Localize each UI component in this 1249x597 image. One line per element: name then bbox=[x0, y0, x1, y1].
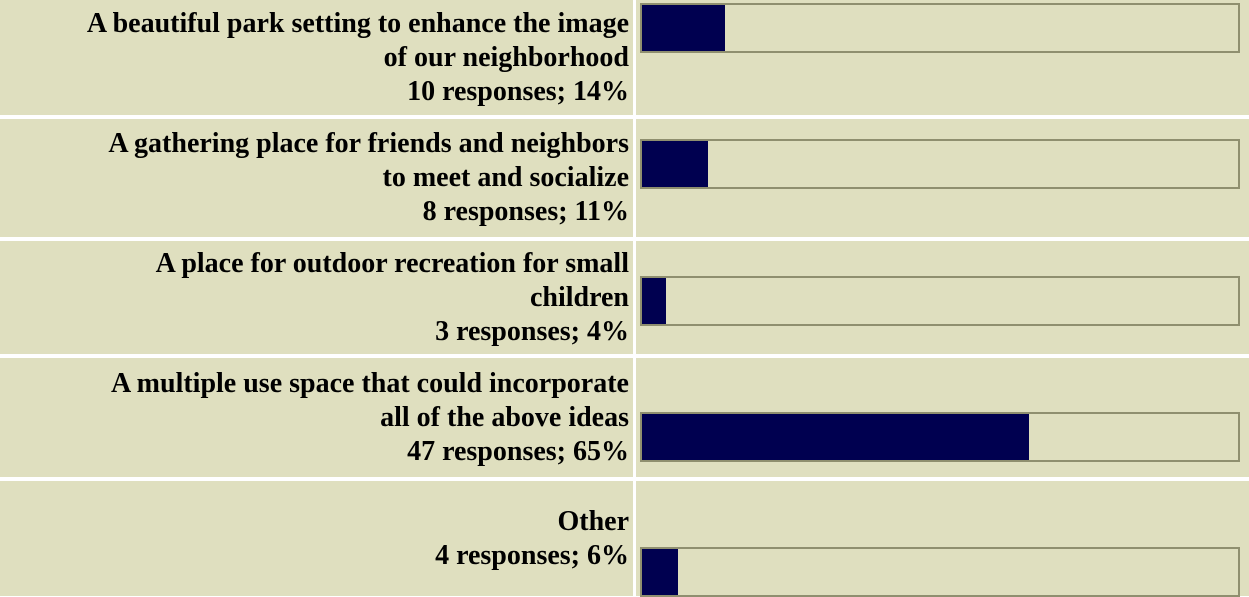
option-label-line: to meet and socialize bbox=[382, 162, 630, 193]
bar-cell bbox=[636, 241, 1249, 354]
response-stat: 8 responses; 11% bbox=[422, 196, 629, 227]
response-stat: 10 responses; 14% bbox=[407, 75, 629, 107]
option-label-cell: A multiple use space that could incorpor… bbox=[0, 358, 633, 477]
poll-row: A multiple use space that could incorpor… bbox=[0, 358, 1249, 477]
bar-track bbox=[640, 139, 1240, 189]
option-label-cell: A beautiful park setting to enhance the … bbox=[0, 0, 633, 115]
bar-cell bbox=[636, 119, 1249, 237]
bar-track bbox=[640, 412, 1240, 462]
poll-row: Other 4 responses; 6% bbox=[0, 481, 1249, 597]
bar-track bbox=[640, 3, 1240, 53]
option-label-line: A beautiful park setting to enhance the … bbox=[86, 7, 629, 39]
poll-row: A place for outdoor recreation for small… bbox=[0, 241, 1249, 354]
poll-row: A beautiful park setting to enhance the … bbox=[0, 0, 1249, 115]
bar-cell bbox=[636, 0, 1249, 115]
bar-cell bbox=[636, 358, 1249, 477]
option-label-cell: A place for outdoor recreation for small… bbox=[0, 241, 633, 354]
bar-fill bbox=[642, 414, 1029, 460]
option-label-line: A multiple use space that could incorpor… bbox=[111, 367, 629, 399]
option-label-line: of our neighborhood bbox=[383, 41, 629, 73]
option-label-cell: Other 4 responses; 6% bbox=[0, 481, 633, 596]
option-label-line: children bbox=[529, 281, 629, 313]
option-label-cell: A gathering place for friends and neighb… bbox=[0, 119, 633, 237]
option-label-line: A place for outdoor recreation for small bbox=[155, 247, 629, 279]
bar-cell bbox=[636, 481, 1249, 597]
option-label-line: Other bbox=[557, 505, 629, 537]
bar-fill bbox=[642, 278, 666, 324]
response-stat: 4 responses; 6% bbox=[435, 539, 629, 571]
poll-row: A gathering place for friends and neighb… bbox=[0, 119, 1249, 237]
option-label-line: A gathering place for friends and neighb… bbox=[108, 128, 629, 159]
bar-fill bbox=[642, 141, 708, 187]
response-stat: 3 responses; 4% bbox=[435, 315, 629, 347]
bar-track bbox=[640, 547, 1240, 597]
bar-track bbox=[640, 276, 1240, 326]
bar-fill bbox=[642, 549, 678, 595]
response-stat: 47 responses; 65% bbox=[407, 435, 629, 467]
option-label-line: all of the above ideas bbox=[380, 401, 629, 433]
bar-fill bbox=[642, 5, 725, 51]
